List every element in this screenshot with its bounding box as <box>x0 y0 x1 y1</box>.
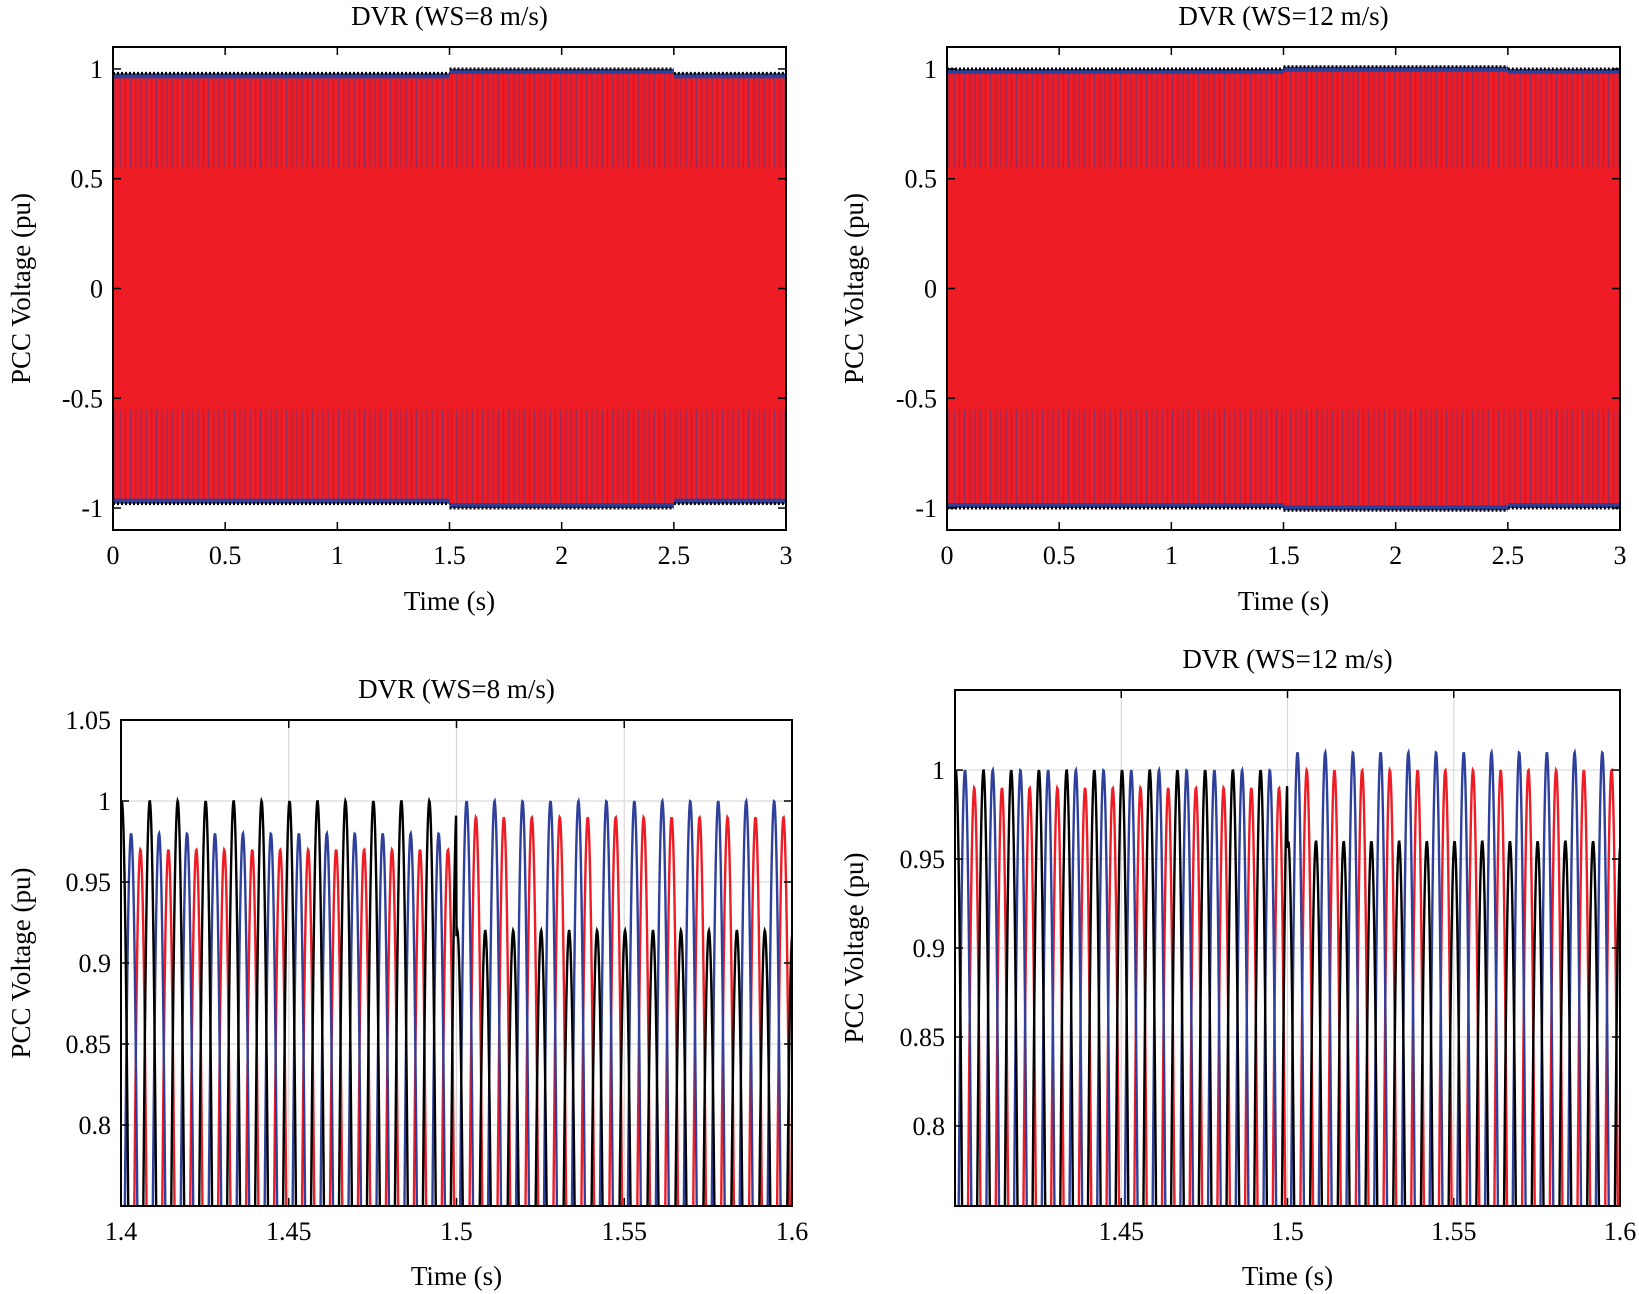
chart-title: DVR (WS=8 m/s) <box>358 674 555 704</box>
y-tick-label: 0.5 <box>905 165 938 194</box>
series-line-phase-c <box>121 796 792 1206</box>
data-layer <box>947 65 1620 512</box>
x-tick-label: 2 <box>555 541 568 570</box>
x-tick-label: 3 <box>1614 541 1627 570</box>
y-tick-label: 1.05 <box>66 706 112 735</box>
y-tick-label: 0.9 <box>913 934 946 963</box>
x-tick-label: 1.55 <box>1431 1217 1477 1246</box>
x-tick-label: 0 <box>107 541 120 570</box>
chart-panel-tr: 0 0.5 1 1.5 2 2.5 3 1 0.5 0 -0.5 -1 DVR (WS=12 m/s) T… <box>839 1 1627 616</box>
y-tick-label: 0.85 <box>900 1023 946 1052</box>
x-tick-label: 2 <box>1389 541 1402 570</box>
envelope-band-red <box>1507 73 1620 504</box>
cycle-striations <box>948 73 1283 504</box>
y-tick-label: 0.85 <box>66 1030 112 1059</box>
y-tick-label: -1 <box>915 494 937 523</box>
y-tick-label: -0.5 <box>896 384 937 413</box>
y-tick-label: 1 <box>932 756 945 785</box>
y-axis-label: PCC Voltage (pu) <box>6 193 36 384</box>
chart-panel-br: 1.45 1.5 1.55 1.6 1 0.95 0.9 0.85 0.8 DVR (WS=12 … <box>839 644 1637 1291</box>
x-tick-label: 2.5 <box>658 541 691 570</box>
chart-panel-tl: 0 0.5 1 1.5 2 2.5 3 1 0.5 0 -0.5 -1 DVR (WS=8 m/s) Ti… <box>6 1 793 616</box>
y-axis-label: PCC Voltage (pu) <box>839 852 869 1043</box>
data-layer <box>955 747 1620 1206</box>
y-tick-label: 0.95 <box>66 868 112 897</box>
x-axis-label: Time (s) <box>404 586 495 616</box>
y-tick-label: 0 <box>924 275 937 304</box>
y-tick-label: 1 <box>924 55 937 84</box>
x-tick-label: 1.5 <box>433 541 466 570</box>
x-tick-label: 1.45 <box>1099 1217 1145 1246</box>
x-axis-label: Time (s) <box>1242 1261 1333 1291</box>
cycle-striations <box>114 78 449 499</box>
x-tick-label: 1.55 <box>602 1217 648 1246</box>
x-axis-label: Time (s) <box>1238 586 1329 616</box>
x-tick-label: 1.4 <box>105 1217 138 1246</box>
cycle-striations <box>675 78 786 499</box>
x-tick-label: 0.5 <box>1043 541 1076 570</box>
x-tick-label: 1 <box>1165 541 1178 570</box>
envelope-band-red <box>449 73 674 504</box>
y-tick-label: 0.8 <box>79 1111 112 1140</box>
y-tick-label: 0 <box>90 275 103 304</box>
series-line-phase-c <box>955 769 1620 1206</box>
y-axis-label: PCC Voltage (pu) <box>839 193 869 384</box>
envelope-band-red <box>673 78 786 499</box>
y-tick-label: 1 <box>90 55 103 84</box>
x-tick-label: 1.5 <box>1271 1217 1304 1246</box>
y-tick-label: 0.9 <box>79 949 112 978</box>
y-tick-label: 0.5 <box>71 165 104 194</box>
x-tick-label: 1.6 <box>1604 1217 1637 1246</box>
x-tick-label: 1 <box>331 541 344 570</box>
cycle-striations <box>1509 73 1620 504</box>
chart-title: DVR (WS=12 m/s) <box>1178 1 1388 31</box>
cycle-striations <box>1285 71 1505 506</box>
envelope-band-red <box>1283 71 1508 506</box>
chart-panel-bl: 1.4 1.45 1.5 1.55 1.6 1.05 1 0.95 0.9 0.85 0.8 DVR … <box>6 674 808 1291</box>
data-layer <box>113 67 786 510</box>
y-axis-label: PCC Voltage (pu) <box>6 867 36 1058</box>
x-tick-label: 1.5 <box>440 1217 473 1246</box>
y-tick-label: 0.95 <box>900 845 946 874</box>
x-axis-label: Time (s) <box>411 1261 502 1291</box>
x-tick-label: 3 <box>780 541 793 570</box>
data-layer <box>121 796 792 1206</box>
x-tick-label: 0.5 <box>209 541 242 570</box>
y-tick-label: -1 <box>81 494 103 523</box>
x-tick-label: 0 <box>941 541 954 570</box>
cycle-striations <box>451 73 671 504</box>
x-tick-label: 1.5 <box>1267 541 1300 570</box>
y-tick-label: 0.8 <box>913 1112 946 1141</box>
chart-title: DVR (WS=12 m/s) <box>1182 644 1392 674</box>
x-tick-label: 1.6 <box>776 1217 809 1246</box>
chart-title: DVR (WS=8 m/s) <box>351 1 548 31</box>
y-tick-label: -0.5 <box>62 384 103 413</box>
x-tick-label: 2.5 <box>1492 541 1525 570</box>
y-tick-label: 1 <box>98 787 111 816</box>
x-tick-label: 1.45 <box>266 1217 312 1246</box>
